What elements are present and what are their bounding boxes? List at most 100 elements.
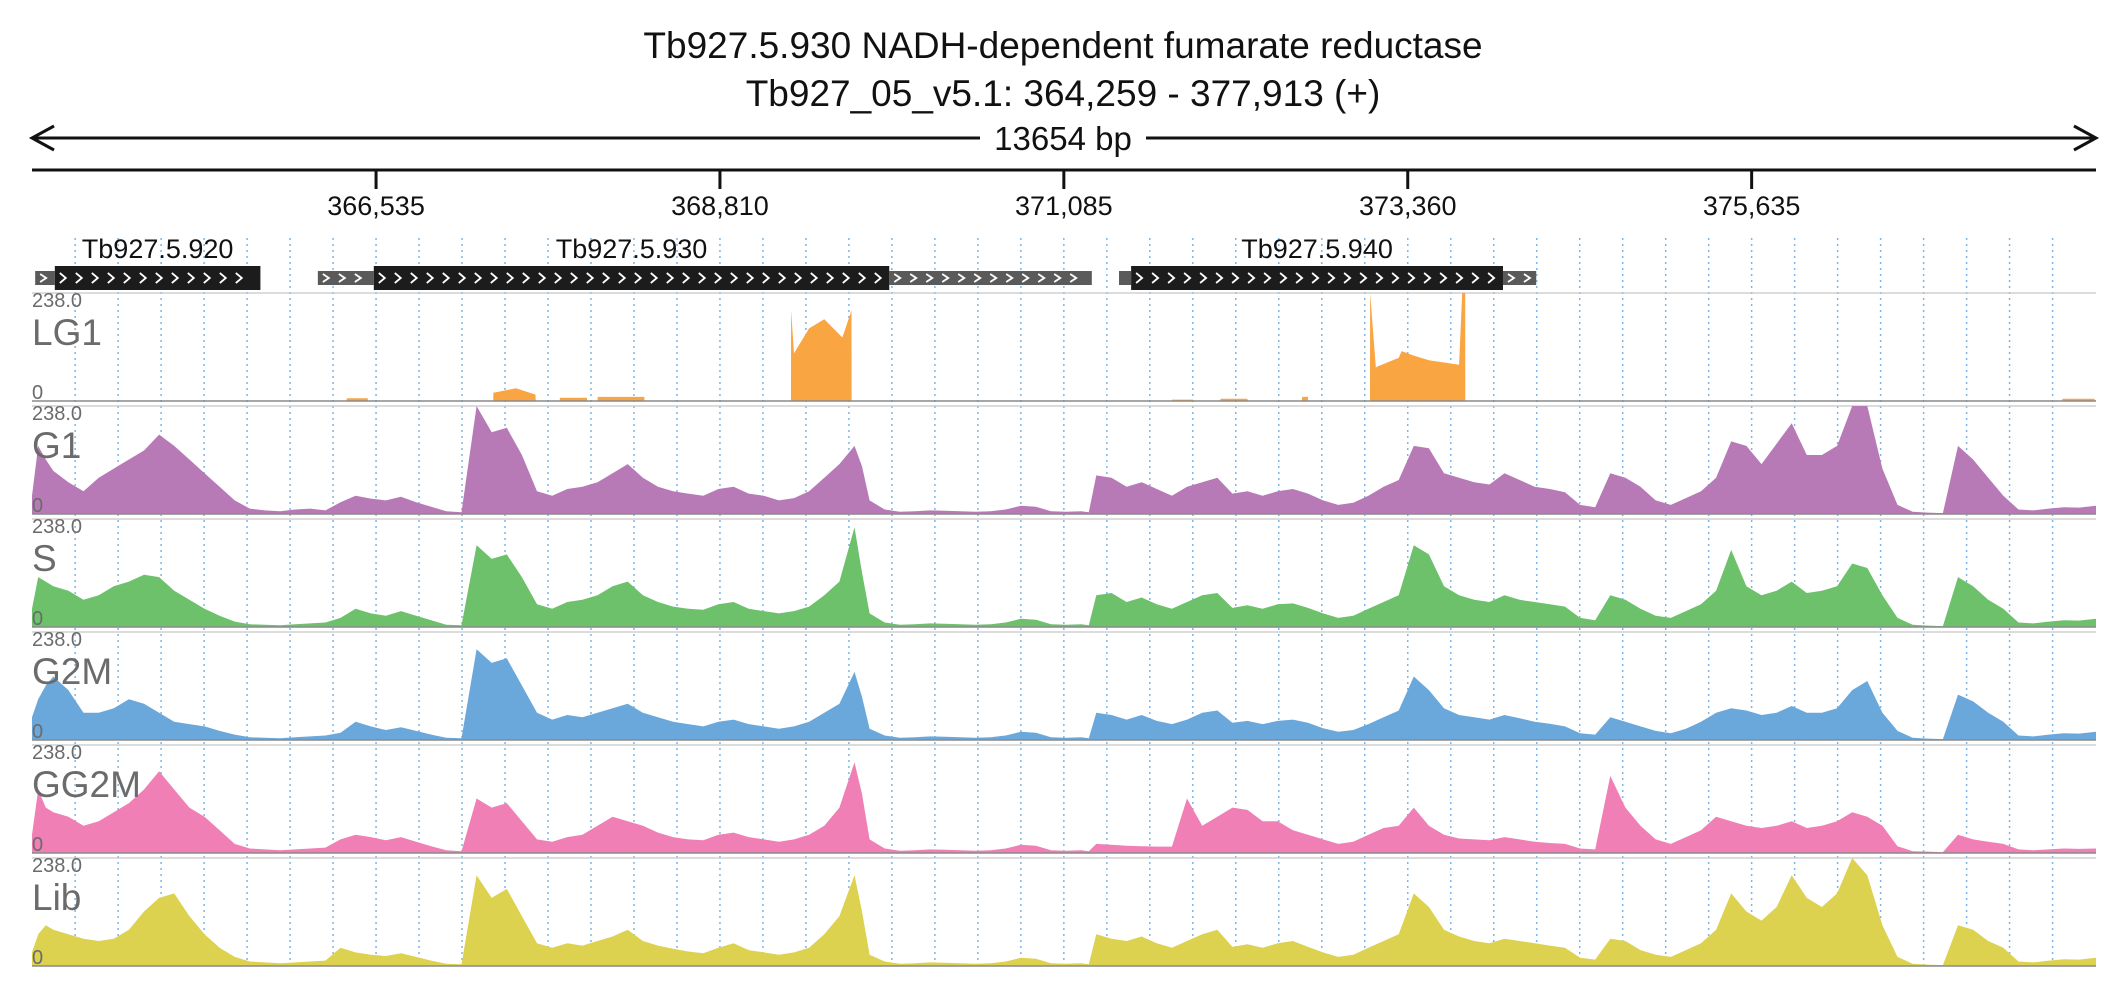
strand-chevron bbox=[75, 272, 84, 284]
strand-chevron bbox=[586, 272, 595, 284]
strand-chevron bbox=[1183, 272, 1192, 284]
strand-chevron bbox=[826, 272, 835, 284]
strand-chevron bbox=[634, 272, 643, 284]
track-ymin-label: 0 bbox=[32, 721, 43, 743]
gridlines bbox=[74, 238, 2054, 965]
coverage-track-s: 238.0 0 S bbox=[32, 516, 2096, 630]
coverage-area bbox=[32, 649, 2096, 740]
strand-chevron bbox=[714, 272, 723, 284]
track-ymax-label: 238.0 bbox=[32, 290, 82, 312]
strand-chevron bbox=[650, 272, 659, 284]
strand-chevron bbox=[1279, 272, 1288, 284]
track-ymax-label: 238.0 bbox=[32, 403, 82, 425]
strand-chevron bbox=[858, 272, 867, 284]
track-ymax-label: 238.0 bbox=[32, 855, 82, 877]
span-arrowhead-right bbox=[2073, 124, 2100, 152]
strand-chevron bbox=[1199, 272, 1208, 284]
strand-chevron bbox=[187, 272, 196, 284]
strand-chevron bbox=[762, 272, 771, 284]
figure-header: Tb927.5.930 NADH-dependent fumarate redu… bbox=[643, 25, 1482, 114]
coverage-area bbox=[32, 527, 2096, 627]
strand-chevron bbox=[354, 273, 363, 283]
track-ymax-label: 238.0 bbox=[32, 516, 82, 538]
strand-chevron bbox=[139, 272, 148, 284]
track-name: Lib bbox=[32, 877, 81, 918]
strand-chevron bbox=[1135, 272, 1144, 284]
axis-tick-label: 368,810 bbox=[671, 191, 769, 221]
strand-chevron bbox=[458, 272, 467, 284]
span-ruler: 13654 bp bbox=[28, 120, 2100, 157]
strand-chevron bbox=[203, 272, 212, 284]
strand-chevron bbox=[1037, 273, 1046, 283]
span-length-label: 13654 bp bbox=[994, 120, 1132, 157]
strand-chevron bbox=[746, 272, 755, 284]
strand-chevron bbox=[778, 272, 787, 284]
figure-title: Tb927.5.930 NADH-dependent fumarate redu… bbox=[643, 25, 1482, 66]
strand-chevron bbox=[506, 272, 515, 284]
gene-cds bbox=[373, 266, 890, 290]
strand-chevron bbox=[698, 272, 707, 284]
track-ymax-label: 238.0 bbox=[32, 742, 82, 764]
strand-chevron bbox=[1167, 272, 1176, 284]
strand-chevron bbox=[538, 272, 547, 284]
coverage-area bbox=[32, 762, 2096, 853]
strand-chevron bbox=[1439, 272, 1448, 284]
axis-tick-label: 375,635 bbox=[1703, 191, 1801, 221]
strand-chevron bbox=[1295, 272, 1304, 284]
strand-chevron bbox=[1407, 272, 1416, 284]
gene-model: Tb927.5.920 bbox=[35, 234, 261, 290]
strand-chevron bbox=[666, 272, 675, 284]
strand-chevron bbox=[1487, 272, 1496, 284]
strand-chevron bbox=[1311, 272, 1320, 284]
coverage-track-g2m: 238.0 0 G2M bbox=[32, 629, 2096, 743]
coverage-tracks: 238.00LG1238.00G1238.00S238.00G2M238.00G… bbox=[32, 290, 2096, 969]
gene-utr bbox=[889, 271, 1092, 285]
track-name: LG1 bbox=[32, 312, 102, 353]
track-name: S bbox=[32, 538, 57, 579]
track-ymin-label: 0 bbox=[32, 382, 43, 404]
strand-chevron bbox=[442, 272, 451, 284]
strand-chevron bbox=[618, 272, 627, 284]
strand-chevron bbox=[394, 272, 403, 284]
coverage-track-g1: 238.0 0 G1 bbox=[32, 403, 2096, 517]
gene-track: Tb927.5.920 Tb927.5.930 Tb927.5.940 bbox=[35, 234, 1537, 290]
strand-chevron bbox=[322, 273, 331, 283]
strand-chevron bbox=[474, 272, 483, 284]
strand-chevron bbox=[602, 272, 611, 284]
axis-tick-label: 371,085 bbox=[1015, 191, 1113, 221]
strand-chevron bbox=[219, 272, 228, 284]
strand-chevron bbox=[682, 272, 691, 284]
track-name: GG2M bbox=[32, 764, 141, 805]
strand-chevron bbox=[426, 272, 435, 284]
strand-chevron bbox=[1471, 272, 1480, 284]
strand-chevron bbox=[378, 272, 387, 284]
gene-model: Tb927.5.940 bbox=[1119, 234, 1537, 290]
strand-chevron bbox=[909, 273, 918, 283]
gene-utr bbox=[1502, 271, 1537, 285]
genomic-axis: 366,535 368,810 371,085 373,360 375,635 bbox=[32, 168, 2096, 221]
gene-model: Tb927.5.930 bbox=[317, 234, 1092, 290]
strand-chevron bbox=[1231, 272, 1240, 284]
region-coordinates: Tb927_05_v5.1: 364,259 - 377,913 (+) bbox=[746, 73, 1381, 114]
track-ymax-label: 238.0 bbox=[32, 629, 82, 651]
strand-chevron bbox=[957, 273, 966, 283]
coverage-track-lg1: 238.0 0 LG1 bbox=[32, 290, 2096, 404]
strand-chevron bbox=[91, 272, 100, 284]
strand-chevron bbox=[235, 272, 244, 284]
gene-label: Tb927.5.930 bbox=[556, 234, 708, 264]
strand-chevron bbox=[570, 272, 579, 284]
strand-chevron bbox=[410, 272, 419, 284]
gene-label: Tb927.5.940 bbox=[1241, 234, 1393, 264]
strand-chevron bbox=[730, 272, 739, 284]
strand-chevron bbox=[1053, 273, 1062, 283]
strand-chevron bbox=[989, 273, 998, 283]
strand-chevron bbox=[1375, 272, 1384, 284]
axis-tick-label: 373,360 bbox=[1359, 191, 1457, 221]
gene-label: Tb927.5.920 bbox=[82, 234, 234, 264]
strand-chevron bbox=[107, 272, 116, 284]
strand-chevron bbox=[1343, 272, 1352, 284]
gene-utr bbox=[1119, 271, 1132, 285]
strand-chevron bbox=[1327, 272, 1336, 284]
strand-chevron bbox=[1455, 272, 1464, 284]
